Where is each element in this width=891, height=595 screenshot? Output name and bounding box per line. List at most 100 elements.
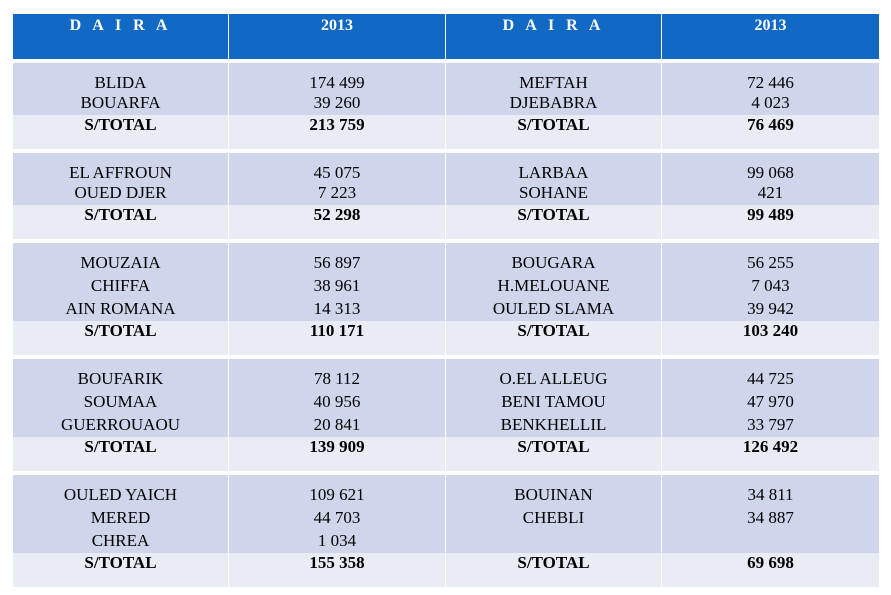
header-year-right-label: 2013 — [754, 17, 787, 34]
commune-right: MEFTAH — [446, 63, 662, 93]
table-row: CHIFFA 38 961 H.MELOUANE 7 043 — [13, 273, 879, 299]
commune-left: BOUFARIK — [13, 359, 229, 389]
subtotal-value-right: 69 698 — [662, 553, 879, 587]
value-right: 4 023 — [662, 93, 879, 115]
subtotal-row: S/TOTAL 139 909 S/TOTAL 126 492 — [13, 437, 879, 471]
subtotal-value-left: 213 759 — [229, 115, 446, 149]
header-daira-left-label: D A I R A — [69, 17, 172, 34]
header-year-right: 2013 — [662, 14, 879, 59]
commune-left: CHIFFA — [13, 273, 229, 299]
commune-right: BENKHELLIL — [446, 415, 662, 437]
subtotal-label-right: S/TOTAL — [446, 553, 662, 587]
commune-right: BENI TAMOU — [446, 389, 662, 415]
subtotal-label-left: S/TOTAL — [13, 115, 229, 149]
value-left: 78 112 — [229, 359, 446, 389]
subtotal-label-left: S/TOTAL — [13, 205, 229, 239]
value-left: 109 621 — [229, 475, 446, 505]
value-left: 40 956 — [229, 389, 446, 415]
table-row: SOUMAA 40 956 BENI TAMOU 47 970 — [13, 389, 879, 415]
value-left: 20 841 — [229, 415, 446, 437]
header-year-left-label: 2013 — [321, 17, 353, 34]
subtotal-label-right: S/TOTAL — [446, 437, 662, 471]
value-left: 45 075 — [229, 153, 446, 183]
value-right: 34 811 — [662, 475, 879, 505]
header-row: D A I R A 2013 D A I R A 2013 — [13, 14, 879, 59]
commune-left: MERED — [13, 505, 229, 531]
subtotal-value-left: 110 171 — [229, 321, 446, 355]
subtotal-row: S/TOTAL 155 358 S/TOTAL 69 698 — [13, 553, 879, 587]
commune-right — [446, 531, 662, 553]
subtotal-label-right: S/TOTAL — [446, 205, 662, 239]
table-row: AIN ROMANA 14 313 OULED SLAMA 39 942 — [13, 299, 879, 321]
value-left: 44 703 — [229, 505, 446, 531]
commune-right: SOHANE — [446, 183, 662, 205]
value-left: 174 499 — [229, 63, 446, 93]
header-daira-left: D A I R A — [13, 14, 229, 59]
commune-right: BOUINAN — [446, 475, 662, 505]
value-right: 56 255 — [662, 243, 879, 273]
subtotal-row: S/TOTAL 110 171 S/TOTAL 103 240 — [13, 321, 879, 355]
table-row: BLIDA 174 499 MEFTAH 72 446 — [13, 63, 879, 93]
subtotal-label-left: S/TOTAL — [13, 437, 229, 471]
table-row: OULED YAICH 109 621 BOUINAN 34 811 — [13, 475, 879, 505]
table-row: CHREA 1 034 — [13, 531, 879, 553]
header-daira-right: D A I R A — [446, 14, 662, 59]
subtotal-label-right: S/TOTAL — [446, 321, 662, 355]
subtotal-label-left: S/TOTAL — [13, 321, 229, 355]
value-left: 14 313 — [229, 299, 446, 321]
value-left: 39 260 — [229, 93, 446, 115]
subtotal-value-right: 99 489 — [662, 205, 879, 239]
value-left: 1 034 — [229, 531, 446, 553]
commune-left: EL AFFROUN — [13, 153, 229, 183]
commune-left: OULED YAICH — [13, 475, 229, 505]
value-right: 34 887 — [662, 505, 879, 531]
commune-left: SOUMAA — [13, 389, 229, 415]
table-row: BOUARFA 39 260 DJEBABRA 4 023 — [13, 93, 879, 115]
value-left: 38 961 — [229, 273, 446, 299]
table-row: MERED 44 703 CHEBLI 34 887 — [13, 505, 879, 531]
population-table-container: D A I R A 2013 D A I R A 2013 BLIDA 174 … — [13, 14, 879, 587]
value-left: 56 897 — [229, 243, 446, 273]
subtotal-value-left: 155 358 — [229, 553, 446, 587]
value-right: 47 970 — [662, 389, 879, 415]
commune-left: BLIDA — [13, 63, 229, 93]
header-year-left: 2013 — [229, 14, 446, 59]
value-right — [662, 531, 879, 553]
value-right: 99 068 — [662, 153, 879, 183]
subtotal-row: S/TOTAL 213 759 S/TOTAL 76 469 — [13, 115, 879, 149]
commune-right: CHEBLI — [446, 505, 662, 531]
table-row: OUED DJER 7 223 SOHANE 421 — [13, 183, 879, 205]
table-row: GUERROUAOU 20 841 BENKHELLIL 33 797 — [13, 415, 879, 437]
value-left: 7 223 — [229, 183, 446, 205]
subtotal-value-right: 76 469 — [662, 115, 879, 149]
commune-right: BOUGARA — [446, 243, 662, 273]
commune-left: OUED DJER — [13, 183, 229, 205]
commune-left: CHREA — [13, 531, 229, 553]
commune-right: OULED SLAMA — [446, 299, 662, 321]
value-right: 421 — [662, 183, 879, 205]
subtotal-label-left: S/TOTAL — [13, 553, 229, 587]
subtotal-value-left: 52 298 — [229, 205, 446, 239]
table-row: EL AFFROUN 45 075 LARBAA 99 068 — [13, 153, 879, 183]
subtotal-label-right: S/TOTAL — [446, 115, 662, 149]
subtotal-value-right: 126 492 — [662, 437, 879, 471]
value-right: 44 725 — [662, 359, 879, 389]
value-right: 7 043 — [662, 273, 879, 299]
commune-left: GUERROUAOU — [13, 415, 229, 437]
population-table: D A I R A 2013 D A I R A 2013 BLIDA 174 … — [13, 14, 879, 587]
commune-left: MOUZAIA — [13, 243, 229, 273]
commune-left: AIN ROMANA — [13, 299, 229, 321]
table-row: BOUFARIK 78 112 O.EL ALLEUG 44 725 — [13, 359, 879, 389]
commune-right: LARBAA — [446, 153, 662, 183]
commune-right: H.MELOUANE — [446, 273, 662, 299]
table-row: MOUZAIA 56 897 BOUGARA 56 255 — [13, 243, 879, 273]
commune-left: BOUARFA — [13, 93, 229, 115]
header-daira-right-label: D A I R A — [502, 17, 605, 34]
subtotal-row: S/TOTAL 52 298 S/TOTAL 99 489 — [13, 205, 879, 239]
value-right: 33 797 — [662, 415, 879, 437]
subtotal-value-left: 139 909 — [229, 437, 446, 471]
value-right: 39 942 — [662, 299, 879, 321]
subtotal-value-right: 103 240 — [662, 321, 879, 355]
value-right: 72 446 — [662, 63, 879, 93]
commune-right: DJEBABRA — [446, 93, 662, 115]
